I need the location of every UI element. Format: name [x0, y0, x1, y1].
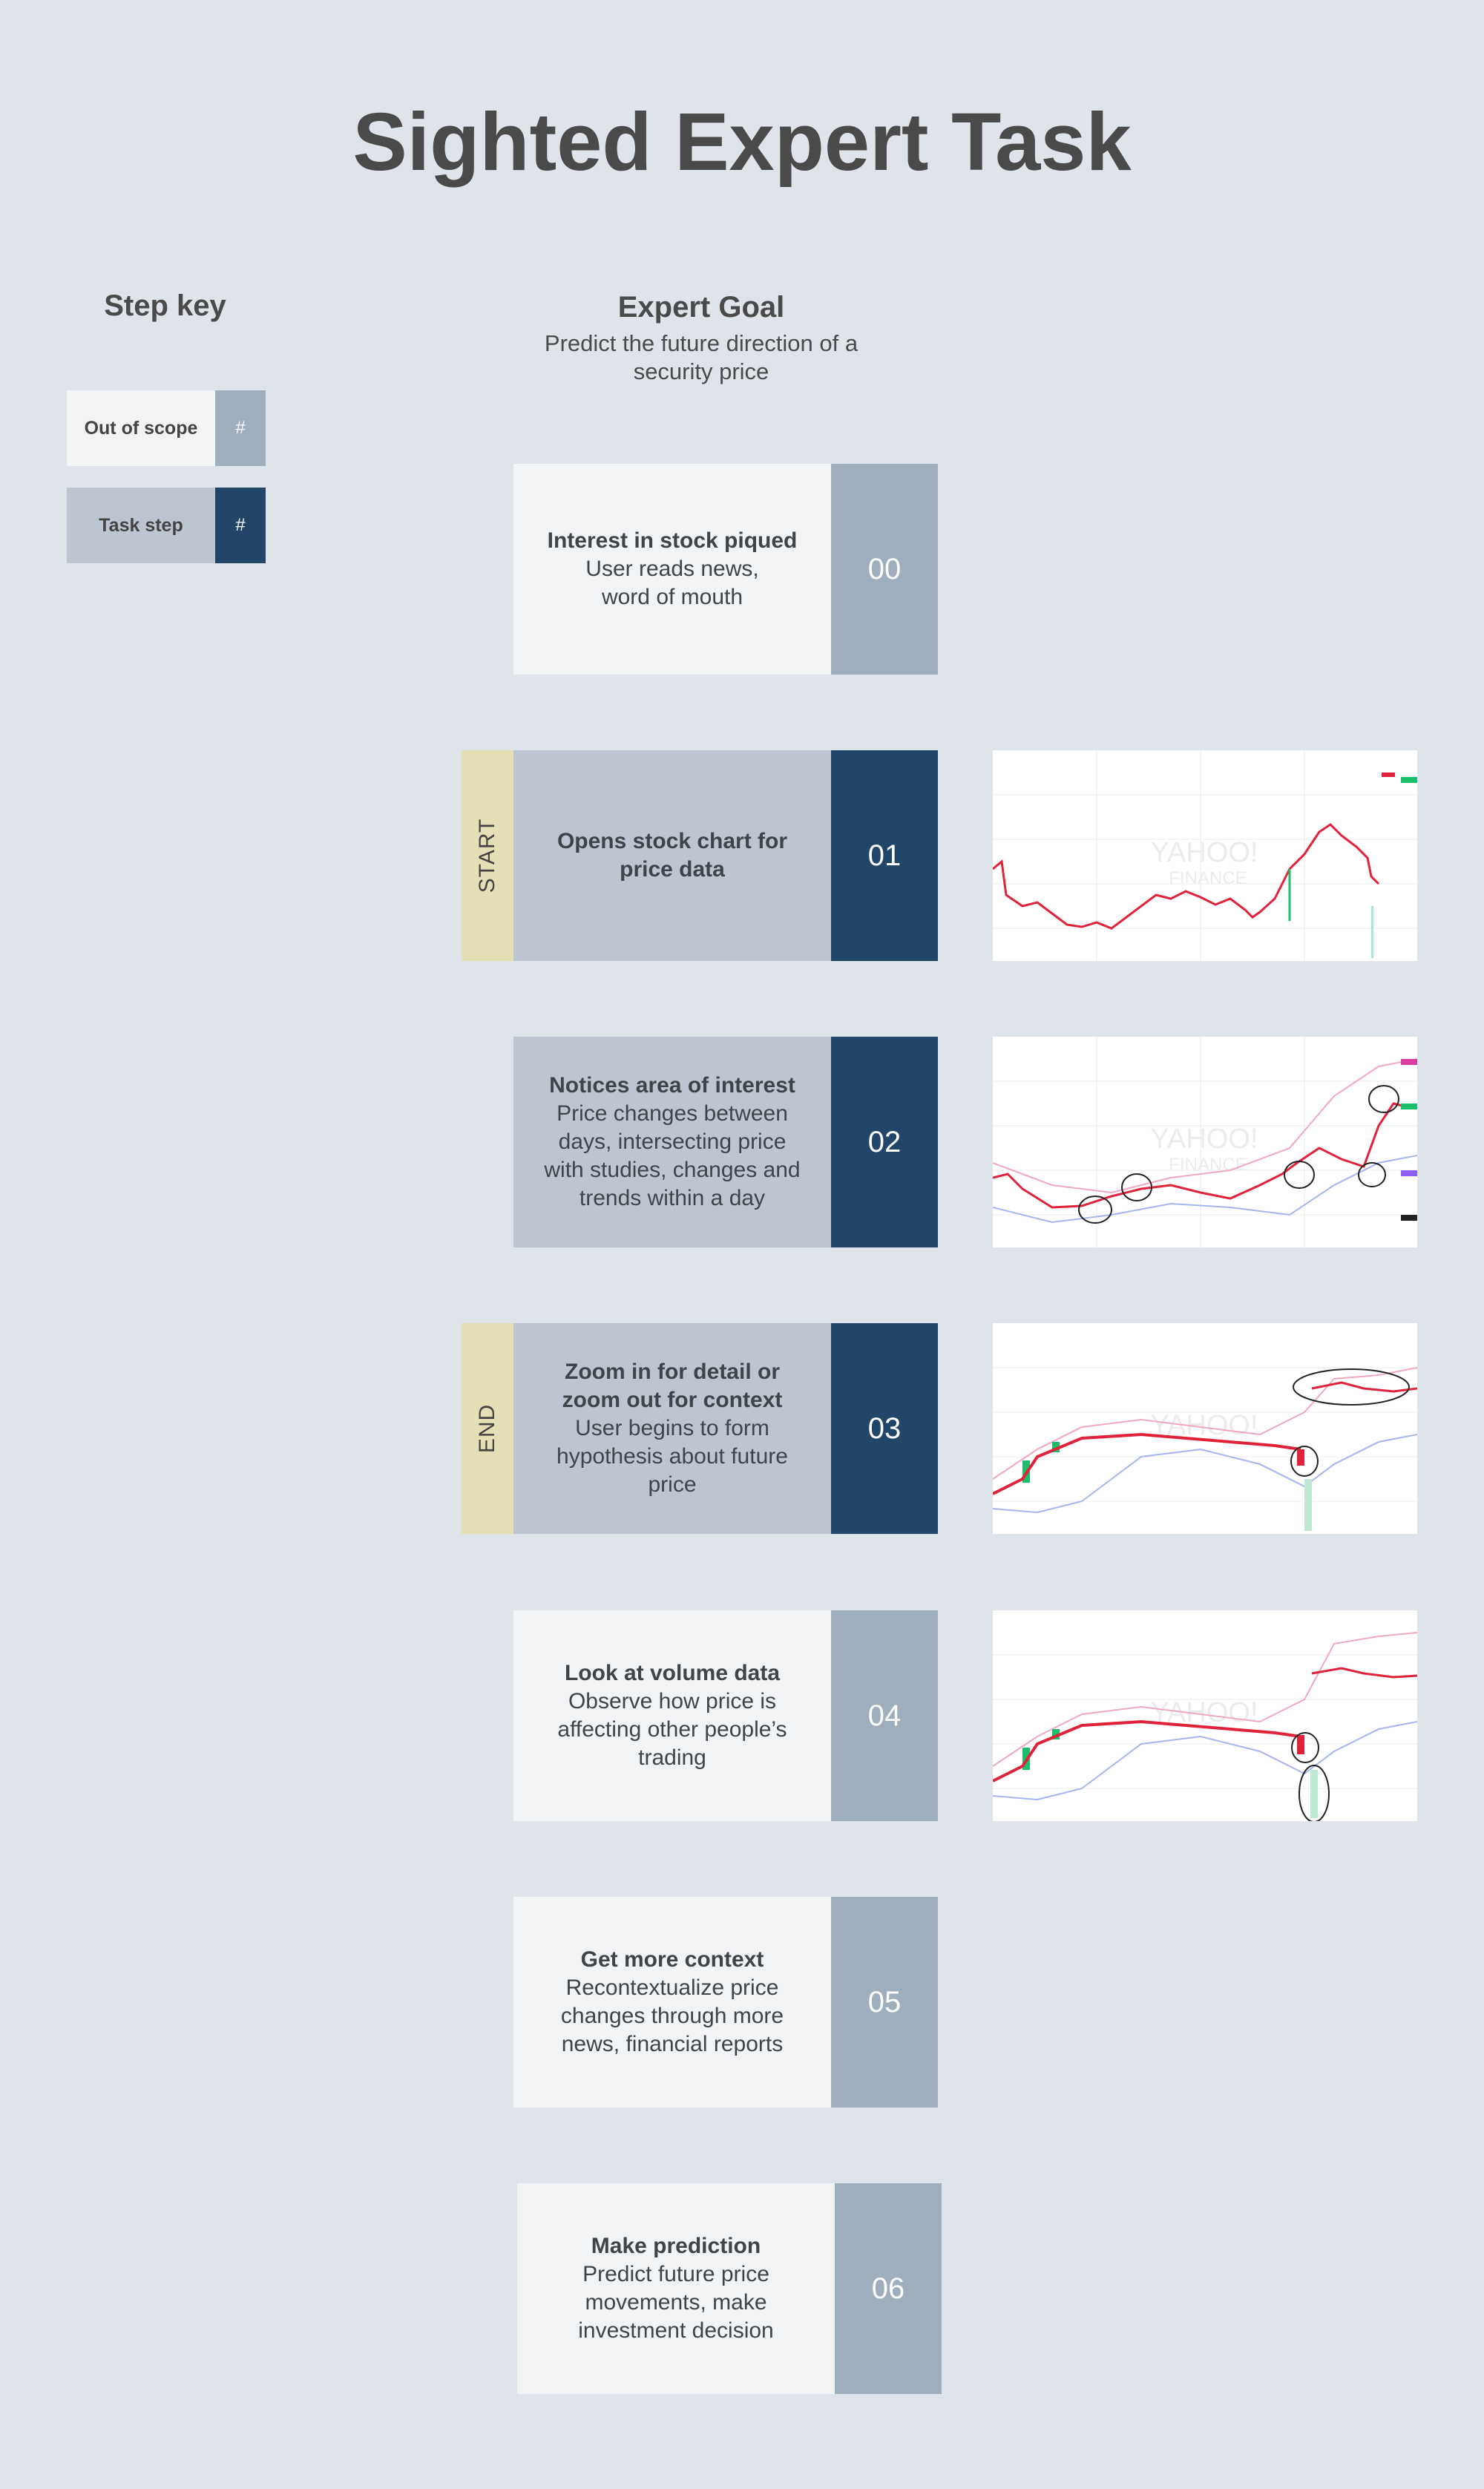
step-03-number: 03 [831, 1323, 938, 1534]
chart-thumbnail-02-image: YAHOO! FINANCE [993, 1037, 1417, 1247]
end-marker: END [462, 1323, 513, 1534]
step-04-box: Look at volume data Observe how price is… [513, 1610, 831, 1821]
step-06-line-1: Predict future price [582, 2262, 769, 2286]
step-06-box: Make prediction Predict future price mov… [517, 2183, 835, 2394]
step-02-line-2: days, intersecting price [558, 1129, 787, 1154]
key-task-step-label: Task step [67, 488, 215, 563]
key-out-of-scope-symbol: # [215, 390, 266, 466]
page-title: Sighted Expert Task [352, 96, 1132, 188]
step-06-line-3: investment decision [578, 2318, 774, 2343]
step-01-box: Opens stock chart for price data [513, 750, 831, 961]
step-05-line-3: news, financial reports [561, 2032, 784, 2056]
step-00-number: 00 [831, 464, 938, 675]
step-02: Notices area of interest Price changes b… [513, 1037, 938, 1247]
step-04-number: 04 [831, 1610, 938, 1821]
step-04: Look at volume data Observe how price is… [513, 1610, 938, 1821]
key-out-of-scope: Out of scope # [67, 390, 266, 466]
chart-thumbnail-01-image: YAHOO! FINANCE [993, 750, 1417, 961]
chart-thumbnail-03-image: YAHOO! [993, 1367, 1417, 1531]
step-04-line-3: trading [638, 1745, 706, 1770]
goal-title: Expert Goal [617, 291, 785, 324]
watermark-line-2: FINANCE [1169, 868, 1247, 888]
step-01-heading-line-1: Opens stock chart for [556, 829, 788, 853]
chart-thumbnail-01: YAHOO! FINANCE [993, 750, 1417, 961]
step-05: Get more context Recontextualize price c… [513, 1897, 938, 2108]
goal-subtitle-line-1: Predict the future direction of a [544, 330, 858, 356]
step-03-line-1: User begins to form [575, 1416, 769, 1440]
chart-thumbnail-04-image: YAHOO! [993, 1632, 1417, 1821]
step-02-line-3: with studies, changes and [544, 1158, 801, 1182]
step-key-title: Step key [104, 289, 226, 322]
step-04-heading: Look at volume data [564, 1661, 781, 1685]
step-06-number: 06 [835, 2183, 942, 2394]
step-03-box: Zoom in for detail or zoom out for conte… [513, 1323, 831, 1534]
start-marker: START [462, 750, 513, 961]
step-05-heading: Get more context [580, 1947, 764, 1972]
step-03-heading-line-1: Zoom in for detail or [565, 1360, 780, 1384]
step-00-line-2: word of mouth [601, 585, 743, 609]
goal-subtitle-line-2: security price [633, 358, 769, 384]
key-out-of-scope-label: Out of scope [67, 390, 215, 466]
step-01: Opens stock chart for price data 01 [513, 750, 938, 961]
step-00: Interest in stock piqued User reads news… [513, 464, 938, 675]
end-marker-label: END [475, 1403, 499, 1454]
watermark-line-2: FINANCE [1169, 1155, 1247, 1175]
step-03: Zoom in for detail or zoom out for conte… [513, 1323, 938, 1534]
step-06-line-2: movements, make [585, 2290, 767, 2315]
step-02-line-1: Price changes between [556, 1101, 788, 1126]
step-02-heading: Notices area of interest [549, 1073, 795, 1098]
watermark-line-1: YAHOO! [1151, 837, 1258, 868]
key-task-step: Task step # [67, 488, 266, 563]
step-00-heading: Interest in stock piqued [547, 528, 798, 553]
step-02-line-4: trends within a day [579, 1186, 766, 1210]
chart-thumbnail-04: YAHOO! [993, 1610, 1417, 1821]
step-03-line-2: hypothesis about future [556, 1444, 788, 1469]
step-02-number: 02 [831, 1037, 938, 1247]
step-05-number: 05 [831, 1897, 938, 2108]
step-04-line-2: affecting other people’s [557, 1717, 787, 1742]
step-03-heading-line-2: zoom out for context [562, 1388, 783, 1412]
step-01-heading-line-2: price data [620, 857, 725, 882]
goal-subtitle: Predict the future direction of a securi… [512, 329, 890, 386]
step-05-line-1: Recontextualize price [565, 1975, 779, 2000]
watermark-line-1: YAHOO! [1151, 1124, 1258, 1155]
start-marker-label: START [475, 818, 499, 893]
step-05-box: Get more context Recontextualize price c… [513, 1897, 831, 2108]
step-04-line-1: Observe how price is [568, 1689, 777, 1714]
step-00-box: Interest in stock piqued User reads news… [513, 464, 831, 675]
step-02-box: Notices area of interest Price changes b… [513, 1037, 831, 1247]
step-01-number: 01 [831, 750, 938, 961]
step-06: Make prediction Predict future price mov… [517, 2183, 942, 2394]
step-06-heading: Make prediction [591, 2234, 761, 2258]
chart-thumbnail-03: YAHOO! [993, 1323, 1417, 1534]
step-03-line-3: price [648, 1472, 697, 1497]
chart-thumbnail-02: YAHOO! FINANCE [993, 1037, 1417, 1247]
step-05-line-2: changes through more [560, 2004, 784, 2028]
step-00-line-1: User reads news, [585, 557, 759, 581]
key-task-step-symbol: # [215, 488, 266, 563]
